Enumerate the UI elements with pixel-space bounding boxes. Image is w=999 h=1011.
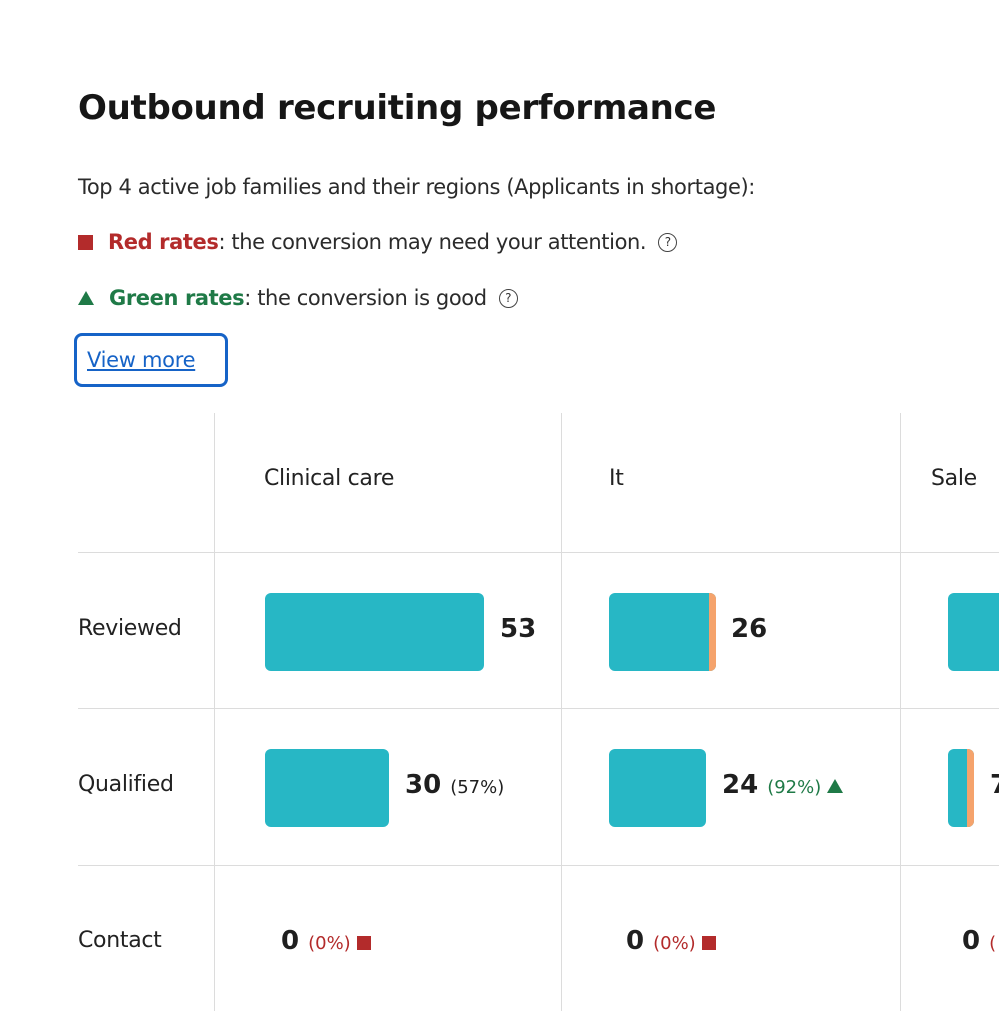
value-number: 30 xyxy=(405,770,442,800)
bar-qualified-it xyxy=(609,749,706,827)
page-subtitle: Top 4 active job families and their regi… xyxy=(78,175,755,199)
value-qualified-it: 24 (92%) xyxy=(722,770,844,800)
legend-green-label: Green rates xyxy=(109,286,245,310)
bar-reviewed-it xyxy=(609,593,716,671)
row-label-contact: Contact xyxy=(78,928,162,953)
green-triangle-icon xyxy=(827,779,844,793)
value-number: 0 xyxy=(962,926,981,956)
column-header-it: It xyxy=(609,466,624,491)
bar-reviewed-sales xyxy=(948,593,999,671)
red-square-icon xyxy=(78,234,93,250)
table-divider xyxy=(78,552,999,553)
bar-qualified-clinical-care xyxy=(265,749,389,827)
value-percent: (57%) xyxy=(450,777,505,798)
value-percent: (0%) xyxy=(308,933,351,954)
table-divider xyxy=(561,413,562,1011)
help-circle-icon[interactable]: ? xyxy=(658,232,678,252)
bar-accent xyxy=(709,593,716,671)
legend-red-rates: Red rates : the conversion may need your… xyxy=(78,230,678,254)
bar-reviewed-clinical-care xyxy=(265,593,484,671)
value-reviewed-clinical-care: 53 xyxy=(500,614,536,644)
value-number: 0 xyxy=(281,926,300,956)
red-square-icon xyxy=(701,936,716,950)
row-label-qualified: Qualified xyxy=(78,772,174,797)
column-header-sales: Sale xyxy=(931,466,977,491)
value-number: 0 xyxy=(626,926,645,956)
value-number: 26 xyxy=(731,614,768,644)
value-reviewed-it: 26 xyxy=(731,614,767,644)
legend-red-label: Red rates xyxy=(108,230,219,254)
bar-accent xyxy=(967,749,974,827)
value-contact-clinical-care: 0 (0%) xyxy=(281,926,371,956)
bar-qualified-sales xyxy=(948,749,974,827)
value-percent: ( xyxy=(989,933,997,954)
value-number: 7 xyxy=(990,770,999,800)
help-circle-icon[interactable]: ? xyxy=(498,288,518,308)
column-header-clinical-care: Clinical care xyxy=(264,466,395,491)
page-title: Outbound recruiting performance xyxy=(78,88,717,128)
legend-green-text: : the conversion is good xyxy=(244,286,487,310)
value-percent: (0%) xyxy=(653,933,696,954)
value-percent: (92%) xyxy=(767,777,822,798)
table-divider xyxy=(78,708,999,709)
value-contact-sales: 0 ( xyxy=(962,926,996,956)
value-number: 53 xyxy=(500,614,537,644)
legend-green-rates: Green rates : the conversion is good ? xyxy=(78,286,518,310)
view-more-link[interactable]: View more xyxy=(74,333,228,387)
row-label-reviewed: Reviewed xyxy=(78,616,182,641)
table-divider xyxy=(900,413,901,1011)
red-square-icon xyxy=(356,936,371,950)
legend-red-text: : the conversion may need your attention… xyxy=(218,230,647,254)
value-contact-it: 0 (0%) xyxy=(626,926,716,956)
green-triangle-icon xyxy=(78,291,94,305)
value-qualified-clinical-care: 30 (57%) xyxy=(405,770,504,800)
value-number: 24 xyxy=(722,770,759,800)
table-divider xyxy=(214,413,215,1011)
table-divider xyxy=(78,865,999,866)
value-qualified-sales: 7 xyxy=(990,770,999,800)
